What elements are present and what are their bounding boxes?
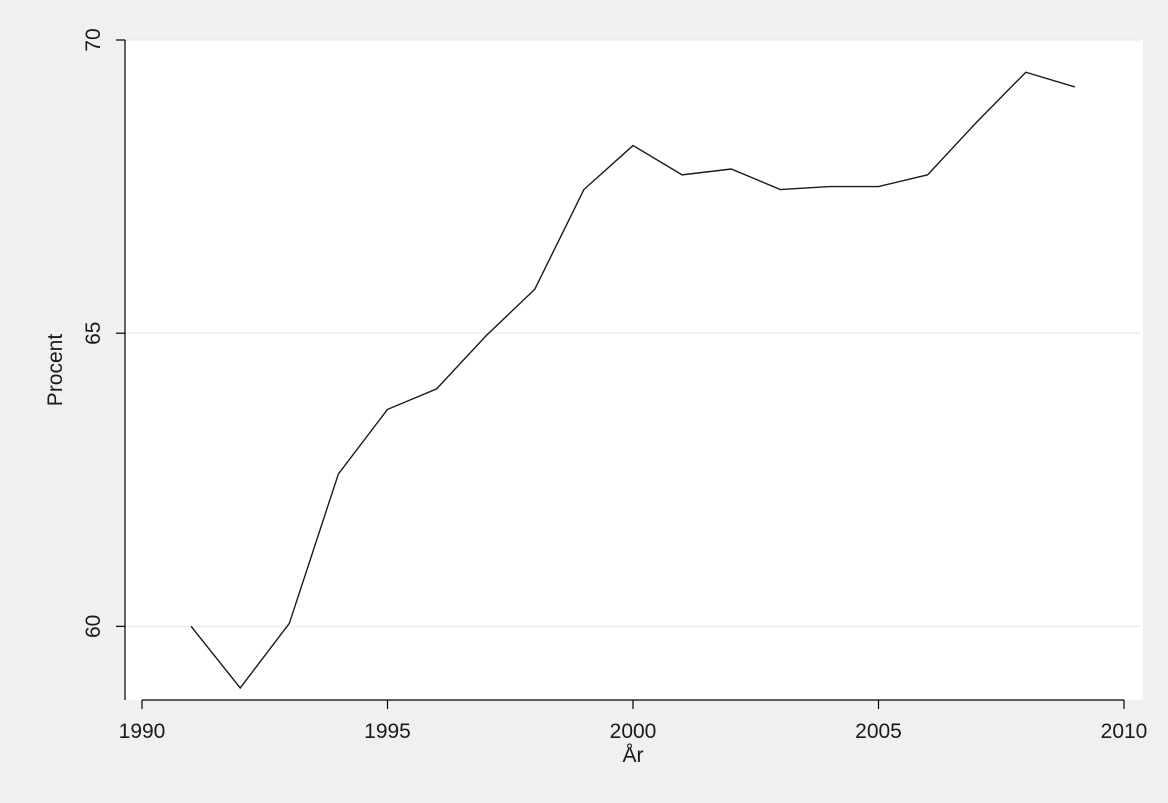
y-tick-label-60: 60 bbox=[82, 615, 105, 638]
y-tick-label-70: 70 bbox=[82, 28, 105, 51]
x-tick-label-2010: 2010 bbox=[1101, 720, 1148, 743]
x-tick-label-2005: 2005 bbox=[855, 720, 902, 743]
series-line-0 bbox=[190, 71, 1076, 690]
x-axis-label: År bbox=[623, 744, 644, 767]
x-tick-label-1995: 1995 bbox=[364, 720, 411, 743]
axes: 60 65 70 1990 1995 2000 2005 2010 bbox=[82, 28, 1147, 743]
series bbox=[190, 71, 1076, 690]
x-tick-label-2000: 2000 bbox=[610, 720, 657, 743]
x-tick-label-1990: 1990 bbox=[119, 720, 166, 743]
y-tick-label-65: 65 bbox=[82, 322, 105, 345]
plot-area bbox=[125, 40, 1143, 700]
gridlines bbox=[125, 39, 1140, 627]
y-axis-label: Procent bbox=[44, 334, 67, 407]
